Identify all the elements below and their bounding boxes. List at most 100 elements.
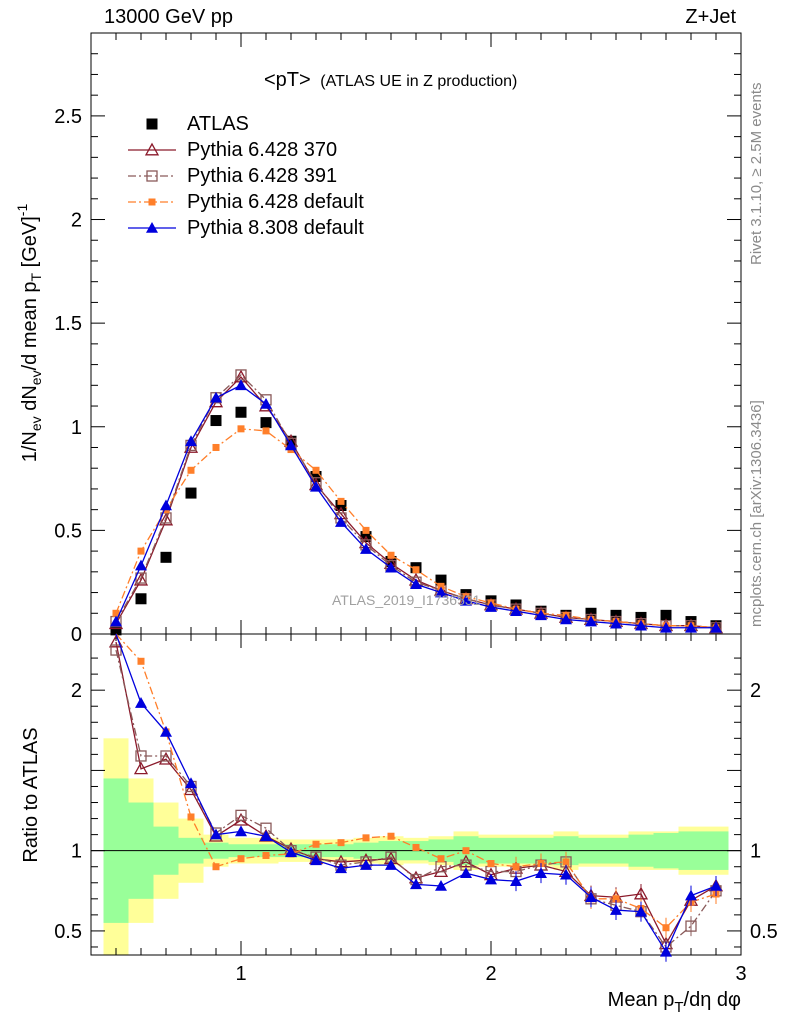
ratio-series — [108, 633, 724, 962]
ratio-point-pythia-6-428-default — [462, 847, 470, 855]
data-point-atlas — [160, 551, 172, 563]
ratio-point-pythia-8-308-default — [335, 862, 347, 874]
data-point-pythia-8-308-default — [210, 391, 222, 403]
data-point-pythia-8-308-default — [260, 397, 272, 409]
ratio-point-pythia-8-308-default — [510, 875, 522, 886]
ratio-point-pythia-8-308-default — [435, 879, 447, 891]
ratio-point-pythia-6-428-default — [187, 813, 195, 821]
data-point-pythia-6-428-default — [137, 547, 145, 555]
ratio-point-pythia-8-308-default — [185, 777, 197, 789]
ratio-point-pythia-6-428-default — [562, 858, 570, 866]
ratio-point-pythia-6-428-default — [387, 832, 395, 840]
x-tick-label: 3 — [735, 963, 746, 985]
data-point-atlas — [235, 406, 247, 418]
data-point-pythia-6-428-default — [187, 466, 195, 474]
data-point-atlas — [110, 624, 122, 636]
data-point-pythia-8-308-default — [485, 601, 497, 612]
header-left: 13000 GeV pp — [104, 6, 233, 28]
ratio-y-tick-label-right: 0.5 — [750, 921, 778, 943]
legend: ATLAS Pythia 6.428 370 Pythia 6.428 391 Pyt… — [128, 113, 364, 239]
data-point-pythia-8-308-default — [335, 516, 347, 527]
data-point-pythia-8-308-default — [285, 439, 297, 451]
ratio-point-pythia-6-428-370 — [158, 751, 174, 765]
ratio-point-pythia-8-308-default — [135, 697, 147, 708]
data-point-atlas — [185, 487, 197, 499]
y-axis-label-ratio: Ratio to ATLAS — [20, 727, 42, 862]
legend-label: Pythia 6.428 default — [187, 191, 364, 213]
ratio-y-tick-label-right: 2 — [750, 680, 761, 702]
data-point-pythia-8-308-default — [385, 561, 397, 573]
ratio-point-pythia-8-308-default — [635, 905, 647, 917]
data-point-pythia-6-428-370 — [158, 512, 174, 526]
y-tick-label: 0.5 — [54, 520, 82, 542]
legend-label: ATLAS — [187, 113, 249, 135]
data-point-pythia-8-308-default — [660, 621, 672, 633]
data-point-pythia-8-308-default — [560, 613, 572, 625]
ratio-point-pythia-8-308-default — [360, 859, 372, 870]
ratio-point-pythia-6-428-default — [262, 851, 270, 859]
ratio-point-pythia-8-308-default — [485, 873, 497, 885]
ratio-y-tick-label-right: 1 — [750, 841, 761, 863]
ratio-point-pythia-8-308-default — [210, 828, 222, 840]
data-point-pythia-8-308-default — [435, 586, 447, 598]
data-point-pythia-6-428-default — [112, 609, 120, 617]
data-point-pythia-6-428-default — [362, 526, 370, 534]
data-point-pythia-8-308-default — [460, 594, 472, 606]
data-point-pythia-8-308-default — [310, 480, 322, 492]
ratio-point-pythia-6-428-370 — [433, 864, 449, 877]
data-point-pythia-8-308-default — [360, 543, 372, 554]
ratio-y-tick-label: 0.5 — [54, 921, 82, 943]
x-tick-label: 2 — [485, 963, 496, 985]
header-right: Z+Jet — [685, 6, 736, 28]
legend-label: Pythia 6.428 370 — [187, 139, 337, 161]
data-point-pythia-8-308-default — [135, 559, 147, 571]
data-point-pythia-6-428-default — [212, 443, 220, 451]
ratio-point-pythia-6-428-default — [512, 863, 520, 871]
ratio-point-pythia-6-428-default — [337, 839, 345, 847]
data-point-atlas — [435, 574, 447, 586]
side-label-mcplots: mcplots.cern.ch [arXiv:1306.3436] — [748, 400, 765, 627]
watermark: ATLAS_2019_I1736531 — [332, 592, 481, 608]
data-point-pythia-8-308-default — [610, 617, 622, 629]
data-point-atlas — [260, 417, 272, 429]
data-point-pythia-8-308-default — [710, 621, 722, 633]
series-line-pythia-6-428-391 — [115, 374, 717, 629]
ratio-point-pythia-8-308-default — [685, 889, 697, 901]
ratio-point-pythia-6-428-default — [487, 860, 495, 868]
ratio-point-pythia-8-308-default — [410, 878, 422, 890]
data-point-atlas — [385, 555, 397, 567]
ratio-point-pythia-8-308-default — [610, 904, 622, 915]
data-point-pythia-8-308-default — [110, 615, 122, 627]
data-point-pythia-6-428-default — [237, 425, 245, 433]
main-series — [108, 369, 724, 636]
y-tick-label: 2 — [71, 210, 82, 232]
ratio-point-pythia-6-428-391 — [135, 750, 147, 762]
ratio-point-pythia-6-428-391 — [110, 644, 122, 656]
ratio-point-pythia-6-428-default — [137, 657, 145, 665]
ratio-point-pythia-8-308-default — [660, 945, 672, 957]
ratio-point-pythia-6-428-391 — [235, 809, 247, 822]
ratio-line-pythia-8-308-default — [115, 633, 717, 954]
y-tick-label: 2.5 — [54, 106, 82, 128]
data-point-pythia-6-428-default — [337, 497, 345, 505]
data-point-pythia-6-428-default — [262, 427, 270, 435]
ratio-point-pythia-6-428-default — [437, 855, 445, 863]
data-point-atlas — [135, 593, 147, 605]
ratio-point-pythia-6-428-default — [362, 834, 370, 842]
data-point-pythia-8-308-default — [635, 619, 647, 631]
data-point-pythia-6-428-default — [437, 582, 445, 590]
ratio-point-pythia-6-428-370 — [233, 812, 249, 826]
side-label-rivet: Rivet 3.1.10, ≥ 2.5M events — [748, 83, 765, 266]
ratio-point-pythia-8-308-default — [385, 859, 397, 870]
ratio-point-pythia-8-308-default — [285, 846, 297, 858]
data-point-atlas — [660, 609, 672, 621]
data-point-atlas — [210, 415, 222, 427]
data-point-pythia-6-428-default — [312, 466, 320, 474]
data-point-pythia-8-308-default — [685, 621, 697, 633]
ratio-point-pythia-8-308-default — [235, 825, 247, 837]
ratio-point-pythia-8-308-default — [160, 725, 172, 737]
data-point-pythia-6-428-370 — [183, 440, 199, 453]
ratio-point-pythia-6-428-default — [212, 863, 220, 871]
legend-label: Pythia 6.428 391 — [187, 165, 337, 187]
